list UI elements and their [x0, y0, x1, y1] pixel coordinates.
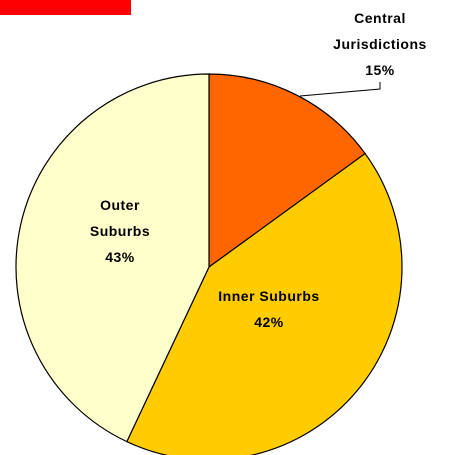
- slice-label: Central Jurisdictions 15%: [330, 5, 430, 83]
- slice-label: Outer Suburbs 43%: [70, 192, 170, 270]
- percent-label: 43%: [105, 249, 135, 265]
- slice-label: Inner Suburbs 42%: [215, 283, 323, 335]
- category-name: Outer Suburbs: [89, 197, 151, 239]
- header-bar: [0, 0, 131, 15]
- pie-slice: [208, 73, 366, 269]
- percent-label: 15%: [365, 62, 395, 78]
- category-name: Central Jurisdictions: [333, 10, 427, 52]
- pie-slice: [126, 152, 403, 455]
- category-name: Inner Suburbs: [218, 288, 320, 304]
- leader-line: [299, 82, 381, 97]
- pie-slice: [15, 73, 210, 443]
- percent-label: 42%: [254, 314, 284, 330]
